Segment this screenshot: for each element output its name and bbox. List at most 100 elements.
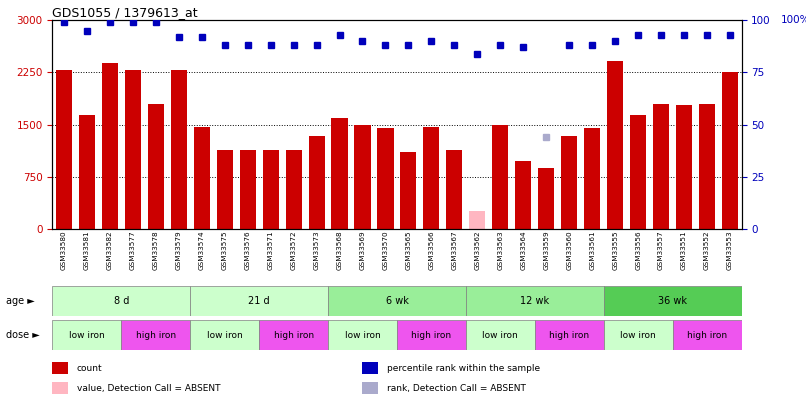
Bar — [309, 136, 325, 229]
Bar — [52, 286, 190, 316]
Text: GSM33579: GSM33579 — [176, 230, 181, 269]
Text: GSM33575: GSM33575 — [222, 230, 227, 269]
Text: high iron: high iron — [135, 330, 176, 340]
Bar — [147, 104, 164, 229]
Bar — [102, 63, 118, 229]
Bar — [584, 128, 600, 229]
Text: 6 wk: 6 wk — [385, 296, 409, 306]
Bar — [190, 286, 328, 316]
Text: 36 wk: 36 wk — [659, 296, 687, 306]
Text: GSM33556: GSM33556 — [635, 230, 641, 269]
Bar — [604, 320, 672, 350]
Text: GSM33570: GSM33570 — [383, 230, 388, 269]
Bar — [630, 115, 646, 229]
Text: low iron: low iron — [483, 330, 518, 340]
Bar — [217, 150, 233, 229]
Text: GSM33563: GSM33563 — [497, 230, 503, 269]
Bar — [239, 150, 256, 229]
Text: GSM33574: GSM33574 — [199, 230, 205, 269]
Text: percentile rank within the sample: percentile rank within the sample — [387, 364, 540, 373]
Text: low iron: low iron — [207, 330, 243, 340]
Bar — [397, 320, 466, 350]
Text: 100%: 100% — [780, 15, 806, 25]
Text: dose ►: dose ► — [6, 330, 40, 340]
Bar — [377, 128, 393, 229]
Bar — [363, 362, 378, 374]
Text: 12 wk: 12 wk — [520, 296, 550, 306]
Bar — [469, 211, 485, 229]
Text: low iron: low iron — [345, 330, 380, 340]
Bar — [52, 362, 68, 374]
Text: GSM33566: GSM33566 — [429, 230, 434, 269]
Text: GSM33582: GSM33582 — [107, 230, 113, 269]
Bar — [604, 286, 742, 316]
Bar — [328, 320, 397, 350]
Text: 8 d: 8 d — [114, 296, 129, 306]
Text: GDS1055 / 1379613_at: GDS1055 / 1379613_at — [52, 6, 198, 19]
Text: 21 d: 21 d — [248, 296, 270, 306]
Bar — [466, 286, 604, 316]
Bar — [401, 151, 417, 229]
Text: GSM33578: GSM33578 — [153, 230, 159, 269]
Text: GSM33567: GSM33567 — [451, 230, 457, 269]
Bar — [699, 104, 715, 229]
Bar — [447, 149, 463, 229]
Text: GSM33559: GSM33559 — [543, 230, 549, 269]
Bar — [722, 72, 738, 229]
Text: GSM33565: GSM33565 — [405, 230, 411, 269]
Text: GSM33555: GSM33555 — [613, 230, 618, 269]
Bar — [171, 70, 187, 229]
Text: GSM33561: GSM33561 — [589, 230, 595, 269]
Text: GSM33580: GSM33580 — [61, 230, 67, 269]
Text: GSM33572: GSM33572 — [291, 230, 297, 269]
Bar — [515, 161, 531, 229]
Text: GSM33576: GSM33576 — [245, 230, 251, 269]
Bar — [538, 168, 555, 229]
Bar — [190, 320, 260, 350]
Bar — [492, 125, 509, 229]
Bar — [285, 150, 301, 229]
Bar — [331, 117, 347, 229]
Bar — [52, 382, 68, 394]
Text: age ►: age ► — [6, 296, 35, 306]
Text: GSM33571: GSM33571 — [268, 230, 273, 269]
Text: low iron: low iron — [621, 330, 656, 340]
Bar — [535, 320, 604, 350]
Text: count: count — [77, 364, 102, 373]
Bar — [607, 61, 623, 229]
Bar — [423, 127, 439, 229]
Text: GSM33581: GSM33581 — [84, 230, 89, 269]
Bar — [466, 320, 535, 350]
Bar — [193, 127, 210, 229]
Text: GSM33551: GSM33551 — [681, 230, 687, 269]
Text: low iron: low iron — [69, 330, 105, 340]
Text: GSM33564: GSM33564 — [521, 230, 526, 269]
Text: GSM33577: GSM33577 — [130, 230, 135, 269]
Text: GSM33557: GSM33557 — [659, 230, 664, 269]
Text: high iron: high iron — [687, 330, 727, 340]
Bar — [79, 115, 95, 229]
Text: GSM33568: GSM33568 — [337, 230, 343, 269]
Text: high iron: high iron — [273, 330, 314, 340]
Bar — [328, 286, 466, 316]
Text: high iron: high iron — [549, 330, 589, 340]
Text: GSM33573: GSM33573 — [314, 230, 319, 269]
Bar — [363, 382, 378, 394]
Text: GSM33553: GSM33553 — [727, 230, 733, 269]
Text: GSM33560: GSM33560 — [567, 230, 572, 269]
Bar — [355, 125, 371, 229]
Text: GSM33569: GSM33569 — [359, 230, 365, 269]
Bar — [56, 70, 72, 229]
Text: GSM33562: GSM33562 — [475, 230, 480, 269]
Bar — [653, 104, 669, 229]
Bar — [52, 320, 121, 350]
Bar — [121, 320, 190, 350]
Bar — [260, 320, 328, 350]
Text: value, Detection Call = ABSENT: value, Detection Call = ABSENT — [77, 384, 220, 393]
Bar — [676, 105, 692, 229]
Text: GSM33552: GSM33552 — [704, 230, 710, 269]
Bar — [672, 320, 742, 350]
Bar — [125, 70, 141, 229]
Text: rank, Detection Call = ABSENT: rank, Detection Call = ABSENT — [387, 384, 526, 393]
Text: high iron: high iron — [411, 330, 451, 340]
